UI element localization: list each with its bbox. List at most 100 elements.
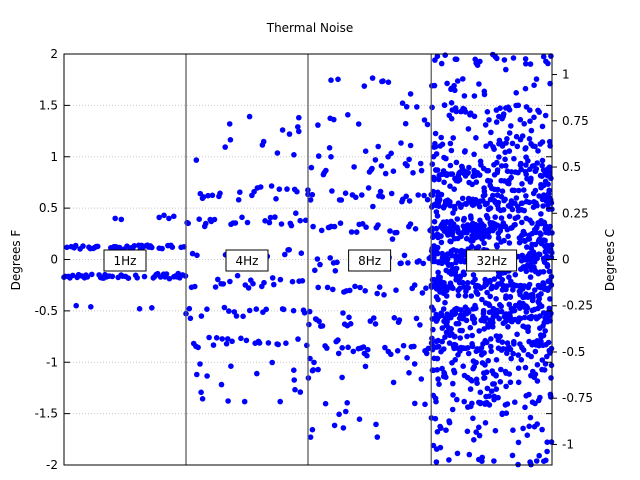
data-point (194, 371, 200, 378)
data-point (278, 221, 285, 227)
data-point (544, 353, 550, 360)
section-label-box (103, 249, 147, 272)
data-point (361, 83, 368, 89)
data-point (469, 332, 476, 339)
data-point (542, 317, 549, 324)
data-point (508, 278, 514, 285)
data-point (475, 244, 482, 250)
data-point (307, 197, 314, 203)
data-point (492, 214, 499, 220)
data-point (398, 260, 404, 267)
data-point (388, 351, 394, 358)
data-point (464, 333, 470, 340)
data-point (470, 415, 476, 422)
y-tick-label: 2 (50, 47, 58, 61)
data-points (61, 51, 555, 468)
data-point (402, 120, 409, 127)
data-point (447, 220, 453, 227)
data-point (118, 216, 125, 223)
data-point (468, 293, 475, 299)
data-point (374, 290, 381, 297)
data-point (503, 383, 509, 390)
data-point (310, 367, 317, 373)
data-point (511, 155, 517, 162)
data-point (521, 187, 527, 193)
data-point (435, 274, 442, 280)
data-point (338, 197, 345, 203)
data-point (508, 355, 514, 362)
y2-tick-label: 1 (562, 68, 570, 82)
data-point (198, 313, 205, 319)
data-point (533, 458, 540, 464)
data-point (448, 283, 455, 290)
data-point (442, 334, 448, 341)
data-point (447, 162, 454, 169)
data-point (459, 195, 466, 202)
data-point (206, 334, 212, 341)
data-point (490, 311, 497, 317)
data-point (335, 350, 342, 357)
data-point (498, 215, 505, 221)
data-point (472, 284, 479, 290)
data-point (460, 269, 467, 276)
data-point (415, 192, 422, 198)
data-point (88, 304, 94, 310)
data-point (369, 75, 376, 81)
data-point (528, 353, 534, 360)
data-point (523, 162, 529, 168)
data-point (486, 393, 493, 400)
data-point (494, 202, 501, 208)
data-point (326, 145, 333, 151)
data-point (449, 229, 456, 235)
data-point (424, 121, 431, 128)
data-point (323, 167, 329, 174)
data-point (451, 341, 458, 348)
data-point (488, 285, 495, 291)
data-point (70, 272, 76, 279)
data-point (444, 80, 450, 87)
data-point (488, 336, 494, 342)
data-point (430, 174, 437, 181)
data-point (501, 57, 508, 63)
data-point (514, 143, 521, 150)
data-point (460, 284, 467, 290)
data-point (528, 253, 534, 260)
data-point (80, 243, 86, 249)
data-point (492, 427, 499, 434)
data-point (506, 213, 513, 220)
data-point (220, 281, 227, 287)
data-point (324, 345, 330, 351)
data-point (451, 369, 458, 376)
data-point (503, 284, 509, 290)
data-point (444, 318, 451, 325)
data-point (346, 314, 352, 321)
section-label-box (348, 249, 392, 272)
data-point (490, 192, 496, 199)
data-point (416, 258, 422, 264)
data-point (515, 379, 522, 386)
data-point (491, 172, 498, 178)
data-point (545, 278, 552, 285)
data-point (290, 307, 297, 314)
data-point (433, 459, 440, 465)
data-point (462, 293, 469, 299)
data-point (479, 296, 485, 303)
y-tick-label: -1 (46, 355, 58, 369)
data-point (423, 285, 429, 292)
data-point (446, 269, 452, 275)
data-point (520, 264, 527, 270)
data-point (484, 399, 490, 406)
data-point (371, 315, 377, 321)
data-point (439, 141, 446, 148)
data-point (295, 336, 301, 342)
data-point (482, 362, 488, 368)
data-point (523, 309, 530, 315)
data-point (477, 389, 484, 396)
data-point (516, 235, 523, 241)
data-point (411, 282, 418, 288)
data-point (420, 260, 427, 267)
data-point (482, 337, 489, 344)
data-point (446, 112, 453, 119)
data-point (543, 341, 549, 348)
data-point (504, 168, 511, 174)
